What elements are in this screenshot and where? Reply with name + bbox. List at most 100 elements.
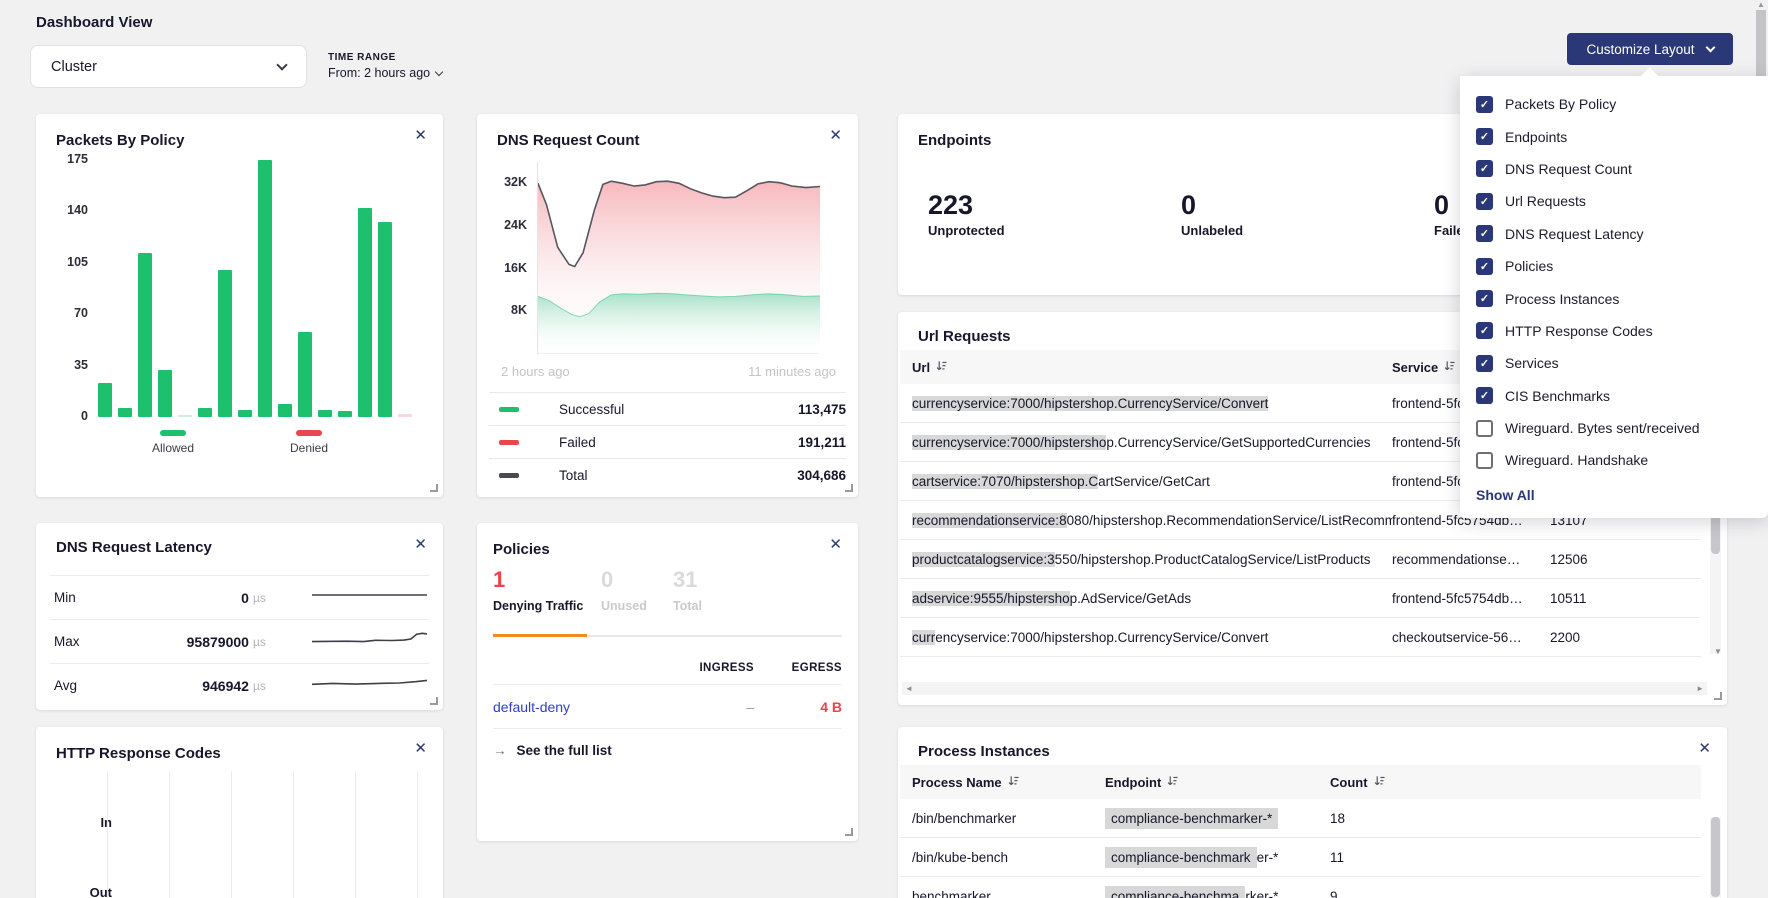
show-all-link[interactable]: Show All bbox=[1476, 486, 1535, 503]
time-range-value[interactable]: From: 2 hours ago bbox=[328, 66, 444, 80]
checkbox-checked-icon[interactable]: ✓ bbox=[1476, 95, 1493, 113]
endpoint-cell: compliance-benchmarker-* bbox=[1105, 807, 1330, 829]
card-dns-request-latency: DNS Request Latency ✕ Min 0 µs Max 95879000 µ… bbox=[36, 523, 443, 710]
card-title: HTTP Response Codes bbox=[56, 745, 221, 762]
close-icon[interactable]: ✕ bbox=[829, 127, 842, 144]
policy-name-link[interactable]: default-deny bbox=[493, 698, 571, 715]
tabs-divider bbox=[493, 635, 842, 637]
legend-swatch bbox=[499, 472, 519, 478]
resize-grip[interactable] bbox=[1714, 692, 1722, 700]
card-title: Endpoints bbox=[918, 132, 992, 149]
resize-grip[interactable] bbox=[845, 828, 853, 836]
policies-tab-denying-traffic[interactable]: 1 Denying Traffic bbox=[493, 567, 583, 613]
policy-row[interactable]: default-deny – 4 B bbox=[493, 685, 842, 729]
see-full-list-label: See the full list bbox=[516, 743, 612, 758]
allowed-bar bbox=[178, 415, 192, 417]
menu-item[interactable]: ✓ Endpoints bbox=[1460, 120, 1768, 152]
url-table-horizontal-scrollbar[interactable]: ◄ ► bbox=[902, 682, 1707, 695]
time-range-text: From: 2 hours ago bbox=[328, 66, 431, 80]
menu-item[interactable]: Wireguard. Bytes sent/received bbox=[1460, 412, 1768, 444]
checkbox-checked-icon[interactable]: ✓ bbox=[1476, 160, 1493, 178]
checkbox-checked-icon[interactable]: ✓ bbox=[1476, 290, 1493, 308]
time-range: TIME RANGE From: 2 hours ago bbox=[328, 52, 444, 80]
close-icon[interactable]: ✕ bbox=[414, 536, 427, 553]
menu-item[interactable]: ✓ CIS Benchmarks bbox=[1460, 380, 1768, 412]
endpoint-stat: 0 Unlabeled bbox=[1181, 190, 1243, 238]
url-text: 080/hipstershop.RecommendationService/Li… bbox=[1066, 512, 1392, 528]
process-table-row[interactable]: /bin/kube-bench compliance-benchmark er-* 1… bbox=[900, 838, 1701, 877]
close-icon[interactable]: ✕ bbox=[829, 536, 842, 553]
legend-swatch bbox=[296, 430, 322, 436]
menu-item-label: DNS Request Latency bbox=[1505, 225, 1644, 242]
column-header-count[interactable]: Count bbox=[1330, 775, 1385, 790]
checkbox-unchecked-icon[interactable] bbox=[1476, 419, 1493, 437]
checkbox-checked-icon[interactable]: ✓ bbox=[1476, 225, 1493, 243]
latency-label: Avg bbox=[54, 678, 78, 693]
policies-tab-total[interactable]: 31 Total bbox=[673, 567, 702, 613]
count-cell: 12506 bbox=[1550, 551, 1588, 567]
menu-item[interactable]: ✓ DNS Request Latency bbox=[1460, 218, 1768, 250]
menu-item[interactable]: ✓ Url Requests bbox=[1460, 185, 1768, 217]
url-table-row[interactable]: currencyservice:7000/hipstershop.Currenc… bbox=[900, 618, 1701, 657]
column-header-service[interactable]: Service bbox=[1392, 360, 1550, 375]
resize-grip[interactable] bbox=[845, 484, 853, 492]
scrollbar-thumb[interactable] bbox=[1711, 817, 1720, 897]
scroll-up-arrow-icon[interactable]: ▲ bbox=[1757, 0, 1765, 9]
denied-bar bbox=[398, 414, 412, 417]
menu-item[interactable]: ✓ Process Instances bbox=[1460, 282, 1768, 314]
egress-value: 4 B bbox=[820, 698, 842, 715]
menu-item-label: Services bbox=[1505, 355, 1559, 372]
menu-item[interactable]: ✓ DNS Request Count bbox=[1460, 153, 1768, 185]
scroll-down-arrow-icon[interactable]: ▼ bbox=[1714, 647, 1722, 656]
menu-item[interactable]: ✓ Policies bbox=[1460, 250, 1768, 282]
resize-grip[interactable] bbox=[430, 484, 438, 492]
menu-item[interactable]: Wireguard. Handshake bbox=[1460, 444, 1768, 476]
url-table-row[interactable]: adservice:9555/hipstershop.AdService/Get… bbox=[900, 579, 1701, 618]
process-table-row[interactable]: /bin/benchmarker compliance-benchmarker-*… bbox=[900, 799, 1701, 838]
column-header-label: Process Name bbox=[912, 774, 1002, 790]
checkbox-unchecked-icon[interactable] bbox=[1476, 451, 1493, 469]
close-icon[interactable]: ✕ bbox=[414, 127, 427, 144]
close-icon[interactable]: ✕ bbox=[414, 740, 427, 757]
see-full-list-link[interactable]: → See the full list bbox=[493, 743, 612, 758]
url-table-row[interactable]: recommendationservice:8080/hipstershop.R… bbox=[900, 501, 1701, 540]
legend-label: Failed bbox=[559, 434, 596, 450]
checkbox-checked-icon[interactable]: ✓ bbox=[1476, 192, 1493, 210]
checkbox-checked-icon[interactable]: ✓ bbox=[1476, 128, 1493, 146]
process-table-body: /bin/benchmarker compliance-benchmarker-*… bbox=[900, 799, 1701, 898]
http-row-label-in: In bbox=[72, 815, 112, 830]
legend-item: Allowed bbox=[128, 430, 218, 455]
resize-grip[interactable] bbox=[430, 697, 438, 705]
scroll-left-arrow-icon[interactable]: ◄ bbox=[905, 684, 913, 693]
packets-bar-chart bbox=[98, 160, 420, 417]
url-cell: currencyservice:7000/hipstershop.Currenc… bbox=[900, 434, 1392, 450]
scroll-right-arrow-icon[interactable]: ► bbox=[1696, 684, 1704, 693]
column-header-url[interactable]: Url bbox=[900, 360, 1392, 375]
customize-layout-button[interactable]: Customize Layout bbox=[1567, 33, 1733, 65]
successful-area bbox=[538, 293, 820, 354]
url-table-row[interactable]: productcatalogservice:3550/hipstershop.P… bbox=[900, 540, 1701, 579]
checkbox-checked-icon[interactable]: ✓ bbox=[1476, 257, 1493, 275]
highlighted-text: productcatalogservice:3 bbox=[912, 551, 1055, 567]
menu-item[interactable]: ✓ Services bbox=[1460, 347, 1768, 379]
column-header-endpoint[interactable]: Endpoint bbox=[1105, 775, 1330, 790]
column-header-process-name[interactable]: Process Name bbox=[900, 775, 1105, 790]
menu-item[interactable]: ✓ Packets By Policy bbox=[1460, 88, 1768, 120]
y-axis-tick: 24K bbox=[504, 218, 527, 232]
latency-value: 0 bbox=[241, 589, 249, 606]
url-cell: currencyservice:7000/hipstershop.Currenc… bbox=[900, 629, 1392, 645]
process-table-vertical-scrollbar[interactable] bbox=[1710, 817, 1721, 898]
policies-tab-unused[interactable]: 0 Unused bbox=[601, 567, 647, 613]
checkbox-checked-icon[interactable]: ✓ bbox=[1476, 354, 1493, 372]
checkbox-checked-icon[interactable]: ✓ bbox=[1476, 387, 1493, 405]
process-table-row[interactable]: benchmarker compliance-benchma rker-* 9 bbox=[900, 877, 1701, 898]
close-icon[interactable]: ✕ bbox=[1698, 740, 1711, 757]
view-selector[interactable]: Cluster bbox=[30, 45, 307, 88]
process-table-header: Process Name Endpoint Count bbox=[900, 765, 1701, 799]
menu-item[interactable]: ✓ HTTP Response Codes bbox=[1460, 315, 1768, 347]
card-dns-request-count: DNS Request Count ✕ 8K 16K 24K 32K bbox=[477, 114, 858, 497]
scrollbar-thumb[interactable] bbox=[1756, 10, 1766, 76]
latency-unit: µs bbox=[252, 590, 266, 605]
checkbox-checked-icon[interactable]: ✓ bbox=[1476, 322, 1493, 340]
url-cell: productcatalogservice:3550/hipstershop.P… bbox=[900, 551, 1392, 567]
